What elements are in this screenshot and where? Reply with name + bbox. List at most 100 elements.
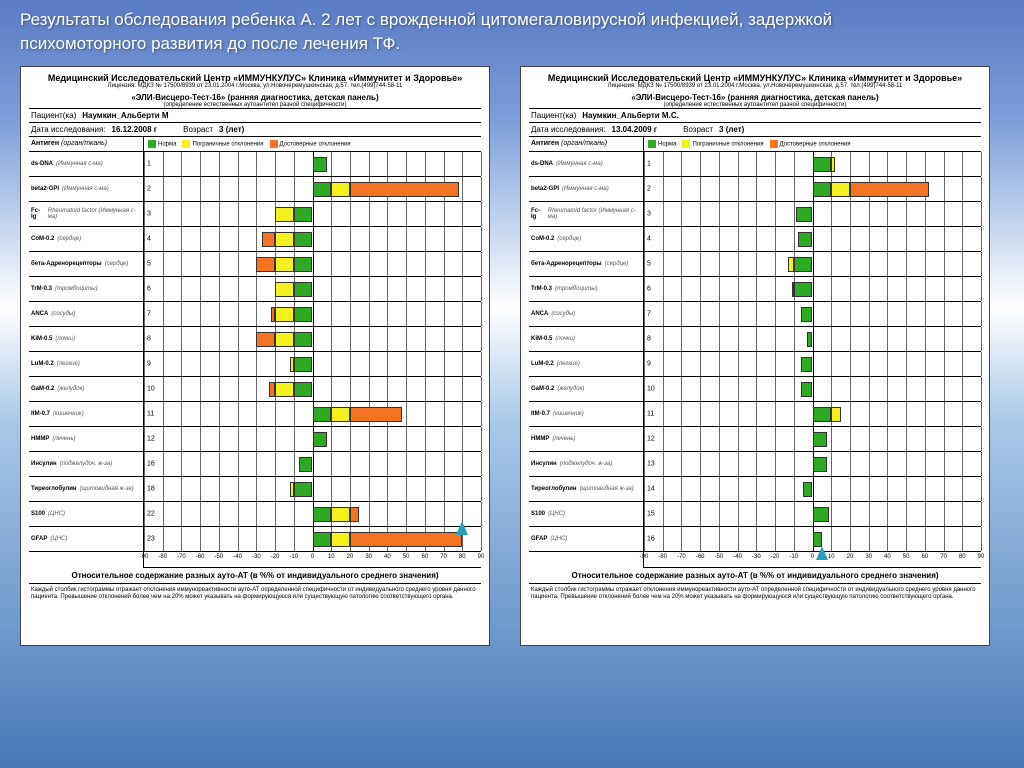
row-number: 16 (147, 460, 155, 467)
antigen-label: CoM-0.2(сердце) (529, 227, 643, 252)
bar-segment (313, 507, 332, 522)
chart-area: ds-DNA(Иммунная с-ма)beta2-GPI(Иммунная … (529, 152, 981, 568)
axis-tick: -10 (789, 554, 798, 560)
arrow-icon (456, 521, 468, 535)
bar-segment (256, 257, 275, 272)
legend-item: Пограничные отклонения (182, 140, 263, 148)
row-number: 22 (147, 510, 155, 517)
bar-segment (813, 532, 822, 547)
bar-segment (813, 407, 832, 422)
plot-row: 8 (144, 327, 481, 352)
plot-row: 14 (644, 477, 981, 502)
axis-tick: 10 (328, 554, 335, 560)
bar-segment (807, 332, 813, 347)
bar-segment (331, 407, 350, 422)
plot-row: 5 (644, 252, 981, 277)
bar-segment (801, 357, 812, 372)
plot-row: 23 (144, 527, 481, 552)
plot-row: 15 (644, 502, 981, 527)
axis-tick: 20 (347, 554, 354, 560)
plot-row: 9 (144, 352, 481, 377)
plot-row: 3 (144, 202, 481, 227)
row-number: 8 (647, 335, 651, 342)
axis-tick: 50 (403, 554, 410, 560)
arrow-icon (816, 546, 828, 560)
antigen-label: LuM-0.2(легкие) (529, 352, 643, 377)
antigen-label: S100(ЦНС) (29, 502, 143, 527)
legend-left: Антиген (орган/ткань) (529, 137, 644, 151)
antigen-label: GaM-0.2(желудок) (529, 377, 643, 402)
axis-tick: 90 (478, 554, 485, 560)
bar-segment (831, 157, 835, 172)
antigen-label: beta2-GPI(Иммунная с-ма) (529, 177, 643, 202)
antigen-label: GFAP(ЦНС) (529, 527, 643, 552)
date-row: Дата исследования: 16.12.2008 гВозраст3 … (29, 123, 481, 137)
bar-segment (813, 432, 828, 447)
axis-title: Относительное содержание разных ауто-АТ … (29, 568, 481, 584)
axis-tick: 70 (940, 554, 947, 560)
axis-tick: 40 (384, 554, 391, 560)
row-number: 9 (647, 360, 651, 367)
legend-item: Норма (648, 140, 676, 148)
axis-tick: 40 (884, 554, 891, 560)
date-row: Дата исследования: 13.04.2009 гВозраст3 … (529, 123, 981, 137)
plot-row: 4 (144, 227, 481, 252)
bar-segment (275, 207, 294, 222)
plot-row: 8 (644, 327, 981, 352)
row-number: 10 (647, 385, 655, 392)
row-number: 15 (647, 510, 655, 517)
antigen-label: GaM-0.2(желудок) (29, 377, 143, 402)
plot-row: 1 (644, 152, 981, 177)
axis-tick: -50 (715, 554, 724, 560)
axis-tick: -30 (752, 554, 761, 560)
bar-segment (299, 457, 312, 472)
plot-row: 13 (644, 452, 981, 477)
axis-tick: -20 (771, 554, 780, 560)
axis-tick: -90 (140, 554, 149, 560)
antigen-label: Инсулин(поджелудоч. ж-за) (29, 452, 143, 477)
labels-col: ds-DNA(Иммунная с-ма)beta2-GPI(Иммунная … (529, 152, 644, 568)
plot-row: 9 (644, 352, 981, 377)
row-number: 2 (147, 185, 151, 192)
plot-row: 16 (144, 452, 481, 477)
row-number: 6 (647, 285, 651, 292)
row-number: 4 (647, 235, 651, 242)
legend-item: Норма (148, 140, 176, 148)
bar-segment (294, 382, 313, 397)
antigen-label: ANCA(сосуды) (29, 302, 143, 327)
bar-segment (275, 332, 294, 347)
antigen-label: beta2-GPI(Иммунная с-ма) (29, 177, 143, 202)
plot-col: 12345678910111216182223-90-80-70-60-50-4… (144, 152, 481, 568)
bar-segment (256, 332, 275, 347)
axis-tick: 20 (847, 554, 854, 560)
bar-segment (831, 182, 850, 197)
axis-row: -90-80-70-60-50-40-30-20-100102030405060… (144, 552, 481, 568)
bar-segment (294, 257, 313, 272)
plot-row: 12 (144, 427, 481, 452)
axis-tick: 80 (959, 554, 966, 560)
plot-row: 1 (144, 152, 481, 177)
clinic-license: Лицензия: МДКЗ № 17500/8939 от 23.01.200… (29, 83, 481, 89)
row-number: 5 (647, 260, 651, 267)
antigen-label: ANCA(сосуды) (529, 302, 643, 327)
legend-left: Антиген (орган/ткань) (29, 137, 144, 151)
bar-segment (313, 432, 328, 447)
clinic-name: Медицинский Исследовательский Центр «ИММ… (29, 73, 481, 83)
footnote: Каждый столбик гистограммы отражает откл… (529, 584, 981, 606)
bar-segment (350, 507, 359, 522)
bar-segment (813, 157, 832, 172)
legend-row: Антиген (орган/ткань)НормаПограничные от… (529, 137, 981, 152)
antigen-label: HMMP(печень) (29, 427, 143, 452)
panels-row: Медицинский Исследовательский Центр «ИММ… (20, 66, 1004, 646)
row-number: 7 (647, 310, 651, 317)
bar-segment (813, 507, 830, 522)
bar-segment (294, 332, 313, 347)
plot-row: 18 (144, 477, 481, 502)
plot-row: 22 (144, 502, 481, 527)
axis-tick: -10 (289, 554, 298, 560)
axis-tick: 30 (865, 554, 872, 560)
row-number: 2 (647, 185, 651, 192)
test-name: «ЭЛИ-Висцеро-Тест-16» (ранняя диагностик… (529, 93, 981, 102)
axis-tick: -30 (252, 554, 261, 560)
slide-title: Результаты обследования ребенка А. 2 лет… (20, 8, 920, 56)
